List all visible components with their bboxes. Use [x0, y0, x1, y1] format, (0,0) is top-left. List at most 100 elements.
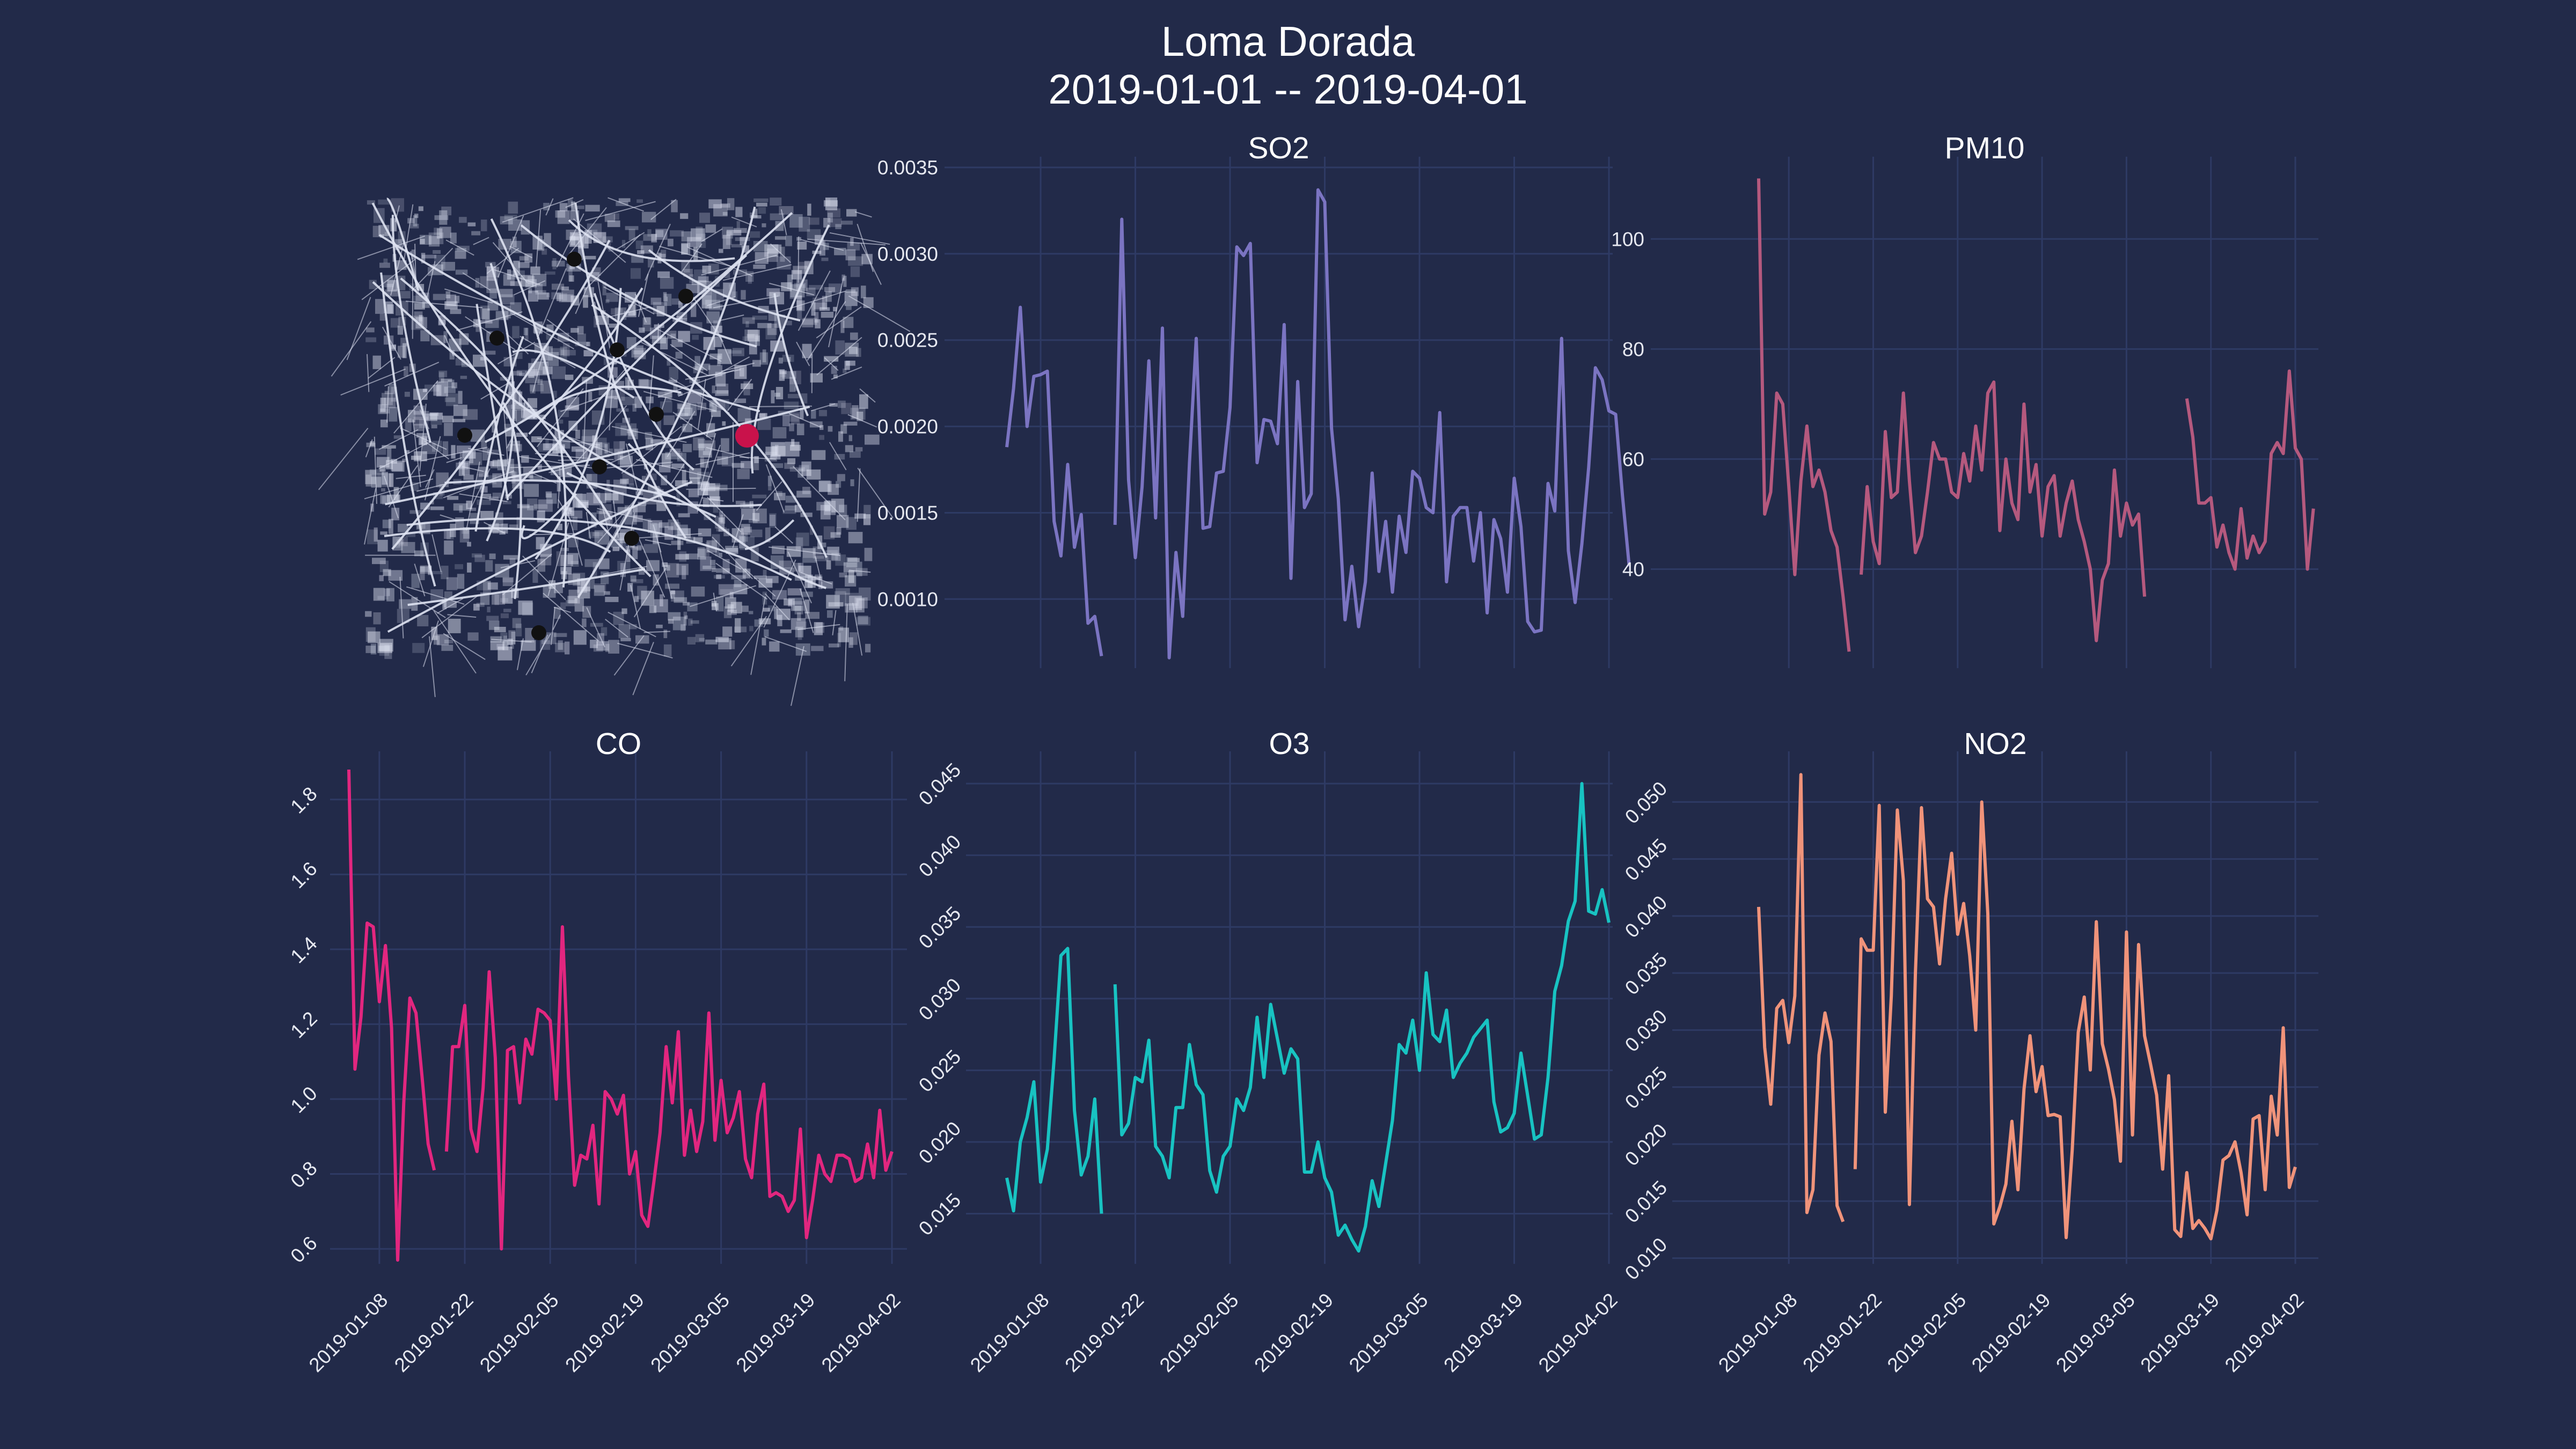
map-block	[391, 462, 403, 471]
map-block	[367, 529, 378, 545]
map-block	[444, 601, 457, 608]
map-block	[850, 332, 858, 340]
map-street	[573, 218, 626, 263]
map-block	[743, 381, 750, 396]
map-block	[638, 379, 649, 387]
map-block	[691, 302, 697, 317]
map-block	[519, 256, 529, 261]
map-block	[447, 529, 454, 540]
map-block	[663, 415, 675, 425]
map-block	[453, 503, 468, 511]
map-block	[685, 553, 698, 560]
map-block	[627, 583, 633, 592]
map-main-road	[568, 219, 735, 262]
map-block	[843, 317, 854, 328]
map-block	[691, 228, 705, 241]
map-block	[546, 292, 550, 297]
map-block	[744, 526, 752, 533]
map-main-road	[444, 479, 676, 499]
map-block	[518, 262, 530, 268]
map-block	[802, 487, 810, 494]
map-block	[675, 554, 689, 560]
map-block	[502, 577, 513, 587]
map-block	[729, 591, 734, 598]
map-block	[752, 360, 761, 367]
map-block	[515, 624, 522, 636]
map-block	[668, 238, 674, 247]
map-street	[613, 364, 630, 384]
map-block	[705, 224, 716, 233]
map-block	[779, 369, 785, 381]
grid	[966, 751, 1613, 1264]
map-block	[508, 201, 518, 214]
map-block	[556, 551, 567, 566]
map-block	[683, 444, 692, 452]
map-block	[702, 290, 716, 305]
map-block	[771, 390, 775, 404]
map-street	[796, 341, 810, 367]
map-block	[378, 404, 387, 414]
map-block	[835, 224, 841, 229]
map-street	[750, 596, 766, 675]
map-block	[741, 509, 755, 520]
map-street	[568, 207, 607, 256]
map-block	[663, 630, 668, 639]
map-block	[538, 499, 553, 512]
map-block	[762, 638, 766, 646]
map-street	[368, 357, 396, 379]
map-block	[660, 337, 668, 349]
map-block	[834, 453, 845, 460]
map-block	[657, 417, 661, 431]
map-block	[559, 468, 565, 477]
map-block	[473, 354, 486, 367]
map-block	[846, 517, 857, 530]
map-block	[554, 584, 563, 594]
map-block	[516, 370, 529, 376]
map-block	[663, 565, 670, 571]
map-block	[552, 258, 557, 269]
map-street	[689, 369, 741, 380]
map-block	[744, 330, 758, 342]
map-street	[446, 457, 462, 463]
map-block	[767, 323, 777, 335]
map-block	[826, 595, 840, 609]
map-block	[446, 294, 456, 306]
map-block	[771, 442, 785, 457]
map-block	[626, 550, 631, 562]
map-block	[639, 327, 645, 333]
map-main-road	[502, 402, 522, 599]
map-street	[431, 534, 442, 572]
map-block	[781, 282, 792, 291]
map-block	[467, 632, 479, 641]
map-street	[633, 568, 667, 618]
map-block	[572, 517, 577, 531]
map-block	[566, 600, 575, 606]
map-block	[537, 292, 549, 300]
map-block	[455, 269, 468, 275]
map-block	[757, 419, 771, 430]
y-tick-label: 0.0030	[877, 243, 938, 265]
map-block	[779, 370, 787, 375]
map-block	[735, 207, 743, 217]
map-block	[675, 352, 683, 359]
map-block	[455, 296, 460, 303]
map-block	[754, 456, 759, 463]
map-block	[642, 317, 652, 332]
map-block	[512, 237, 517, 247]
map-street	[769, 282, 815, 296]
map-block	[809, 217, 819, 225]
map-block	[777, 614, 782, 626]
map-block	[674, 597, 687, 603]
map-block	[720, 589, 734, 597]
map-block	[500, 613, 509, 618]
map-block	[431, 425, 437, 429]
map-block	[631, 345, 643, 358]
map-block	[529, 474, 533, 479]
map-block	[670, 230, 684, 237]
map-block	[662, 562, 668, 567]
map-main-road	[386, 197, 420, 291]
map-block	[705, 639, 718, 645]
map-street	[617, 642, 673, 658]
map-block	[452, 419, 466, 422]
map-block	[386, 283, 393, 290]
